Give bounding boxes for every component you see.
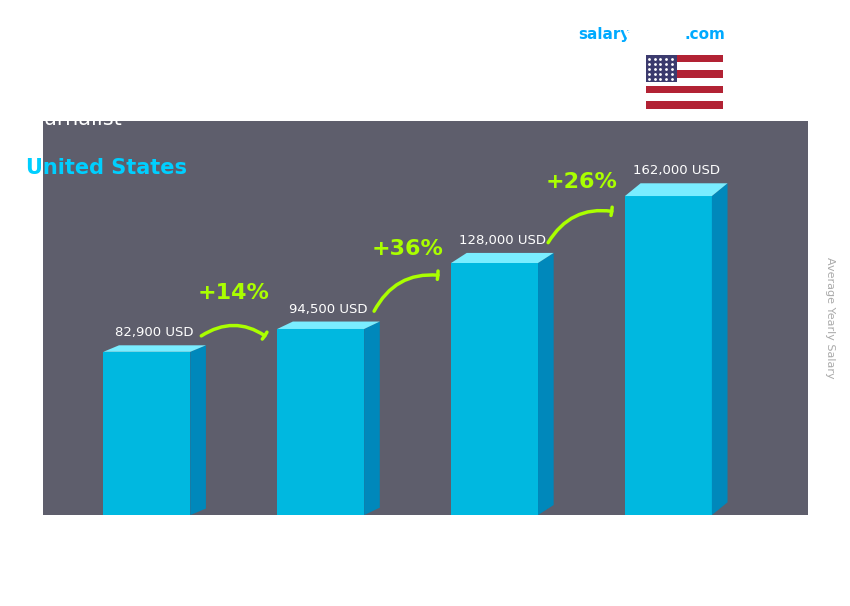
Polygon shape: [625, 196, 711, 515]
Polygon shape: [646, 93, 722, 101]
Text: 82,900 USD: 82,900 USD: [116, 327, 194, 339]
Polygon shape: [451, 253, 553, 263]
Polygon shape: [625, 183, 728, 196]
Polygon shape: [646, 85, 722, 93]
Polygon shape: [277, 322, 380, 329]
Text: Average Yearly Salary: Average Yearly Salary: [825, 258, 836, 379]
Text: +14%: +14%: [198, 283, 269, 303]
Polygon shape: [646, 101, 722, 109]
Text: United States: United States: [26, 158, 186, 178]
Text: Journalist: Journalist: [26, 109, 122, 129]
Polygon shape: [538, 253, 553, 515]
Text: .com: .com: [684, 27, 725, 42]
Polygon shape: [646, 70, 722, 78]
Text: +36%: +36%: [371, 239, 444, 259]
Polygon shape: [364, 322, 380, 515]
Text: 94,500 USD: 94,500 USD: [289, 302, 368, 316]
Polygon shape: [711, 183, 728, 515]
Text: +26%: +26%: [546, 172, 617, 192]
Text: explorer: explorer: [625, 27, 697, 42]
Polygon shape: [646, 62, 722, 70]
Polygon shape: [190, 345, 206, 515]
Polygon shape: [451, 263, 538, 515]
Polygon shape: [646, 55, 677, 82]
Polygon shape: [104, 352, 190, 515]
Text: 162,000 USD: 162,000 USD: [632, 164, 720, 178]
Polygon shape: [646, 55, 722, 62]
Text: Salary Comparison By Education: Salary Comparison By Education: [26, 30, 582, 59]
Polygon shape: [277, 329, 364, 515]
Text: salary: salary: [578, 27, 631, 42]
Text: 128,000 USD: 128,000 USD: [459, 234, 546, 247]
Polygon shape: [646, 78, 722, 85]
Polygon shape: [104, 345, 206, 352]
